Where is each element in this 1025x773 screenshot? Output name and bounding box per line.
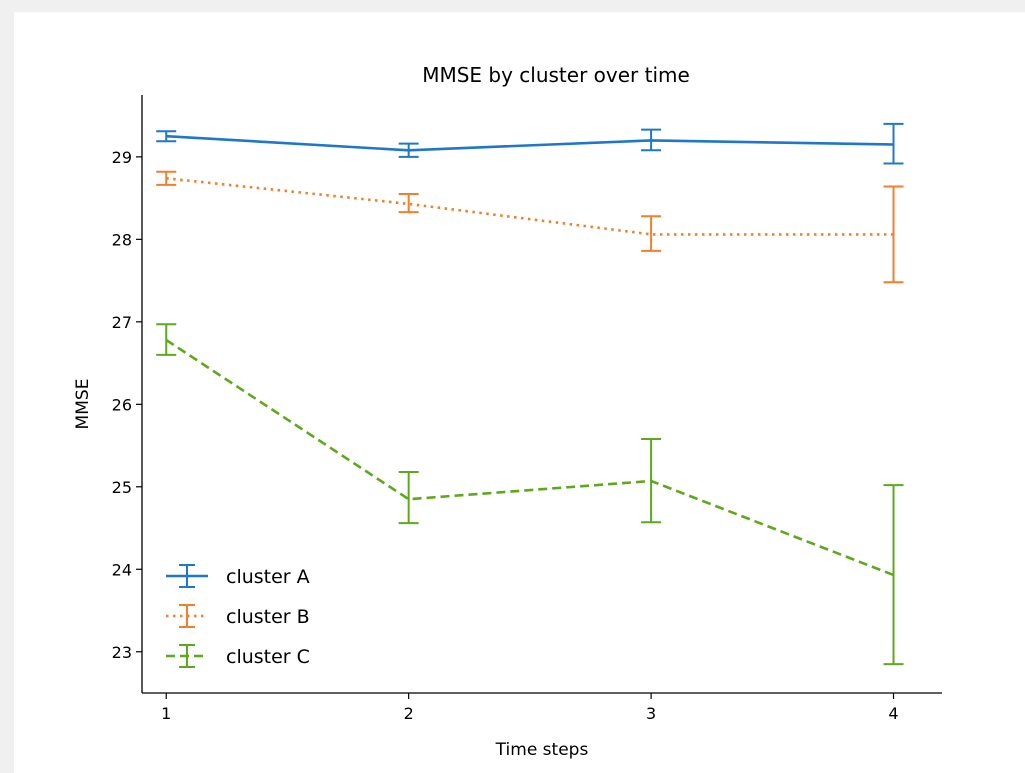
y-tick-label: 27 (112, 313, 132, 332)
chart-panel: MMSE by cluster over time Time steps MMS… (14, 12, 1025, 773)
error-bar (156, 170, 177, 186)
legend-label: cluster B (226, 606, 310, 628)
y-tick-label: 26 (112, 395, 132, 414)
legend-item: cluster B (166, 604, 310, 628)
y-tick-label: 25 (112, 478, 132, 497)
series-2 (156, 170, 904, 284)
legend-label: cluster A (226, 566, 310, 588)
x-tick-label: 1 (161, 704, 171, 723)
series-line (166, 177, 894, 236)
error-bar (883, 122, 904, 165)
y-axis-label: MMSE (73, 379, 93, 430)
legend-item: cluster C (166, 644, 310, 668)
error-bar (641, 128, 662, 152)
error-bar (641, 215, 662, 252)
x-tick-label: 3 (646, 704, 656, 723)
error-bar (156, 323, 177, 356)
y-tick-label: 23 (112, 643, 132, 662)
error-bar (641, 437, 662, 524)
error-bar (398, 142, 419, 158)
error-bar (156, 130, 177, 143)
error-bar (883, 185, 904, 284)
error-bar (883, 484, 904, 666)
x-tick-label: 4 (888, 704, 898, 723)
legend: cluster A cluster B cluster C (166, 564, 310, 668)
series-layer (156, 122, 904, 666)
series-line (165, 338, 894, 577)
y-tick-label: 29 (112, 148, 132, 167)
x-axis-label: Time steps (495, 740, 589, 760)
y-tick-label: 28 (112, 230, 132, 249)
legend-label: cluster C (226, 646, 310, 668)
chart-title: MMSE by cluster over time (422, 63, 690, 87)
series-1 (156, 122, 904, 165)
x-tick-label: 2 (404, 704, 414, 723)
legend-item: cluster A (166, 564, 310, 588)
error-bar (398, 192, 419, 214)
series-line (166, 134, 894, 152)
series-3 (156, 323, 904, 666)
y-tick-label: 24 (112, 560, 132, 579)
error-bar (398, 470, 419, 525)
line-chart: MMSE by cluster over time Time steps MMS… (73, 63, 942, 760)
